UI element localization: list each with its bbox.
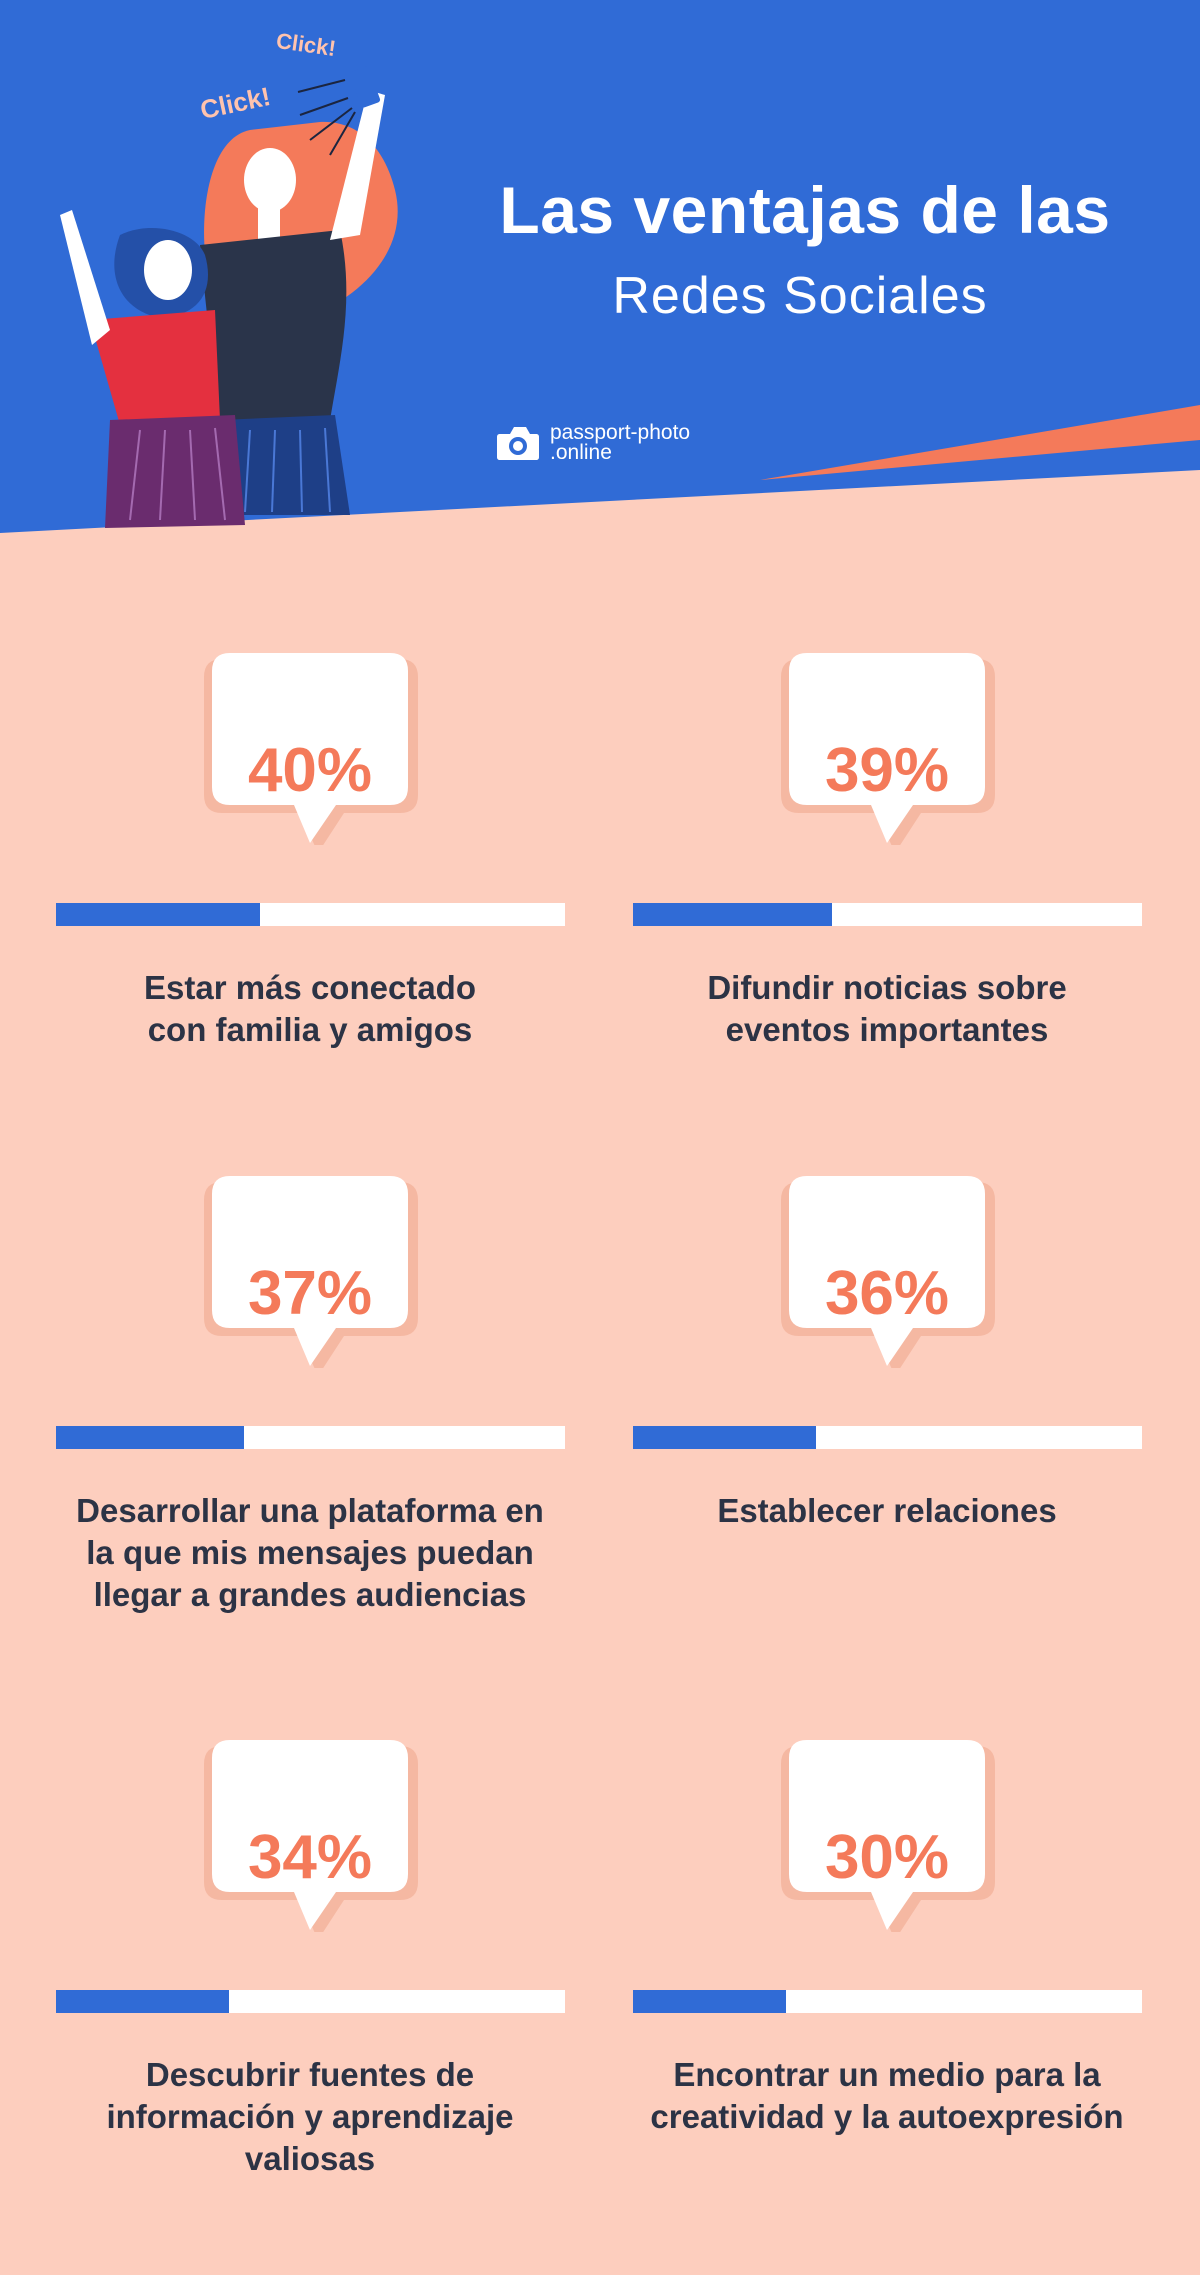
stat-label-line: valiosas [244,2140,376,2177]
speech-bubble [577,1168,1137,1368]
progress-track [633,1426,1142,1449]
stat-label: Encontrar un medio para la creatividad y … [577,2054,1197,2138]
stat-percent: 30% [824,1823,950,1892]
progress-fill [56,903,260,926]
camera-icon [497,427,539,460]
progress-fill [633,1426,817,1449]
brand-domain: .online [550,441,612,464]
stat-label: Descubrir fuentes de información y aprend… [0,2054,620,2180]
speech-bubble [0,1168,560,1368]
stat-label: Estar más conectado con familia y amigos [0,967,620,1051]
header-background [0,0,1200,533]
progress-track [56,903,565,926]
stat-label-line: eventos importantes [725,1011,1049,1048]
stat-label: Difundir noticias sobre eventos important… [577,967,1197,1051]
stat-label-line: con familia y amigos [147,1011,473,1048]
stat-label-line: la que mis mensajes puedan [86,1534,534,1571]
stat-label-line: Difundir noticias sobre [707,969,1067,1006]
stat-card: 39% Difundir noticias sobre eventos import… [577,645,1142,1085]
speech-bubble [0,1732,560,1932]
stat-card: 30% Encontrar un medio para la creatividad… [577,1732,1142,2172]
stat-percent: 34% [247,1823,373,1892]
stat-label-line: Descubrir fuentes de [145,2056,475,2093]
stat-card: 40% Estar más conectado con familia y amig… [0,645,565,1085]
stat-percent: 40% [247,736,373,805]
stat-label-line: Encontrar un medio para la [673,2056,1101,2093]
progress-fill [56,1990,230,2013]
stat-label: Desarrollar una plataforma en la que mis … [0,1490,620,1616]
stat-card: 37% Desarrollar una plataforma en la que m… [0,1168,565,1613]
stat-label-line: llegar a grandes audiencias [93,1576,527,1613]
speech-bubble [577,645,1137,845]
stat-percent: 37% [247,1259,373,1328]
stat-percent: 39% [824,736,950,805]
stats-grid: 40% Estar más conectado con familia y amig… [0,600,1200,2220]
progress-track [633,903,1142,926]
stat-label-line: creatividad y la autoexpresión [650,2098,1124,2135]
progress-track [56,1426,565,1449]
selfie-illustration [60,66,398,528]
stat-label-line: Establecer relaciones [717,1492,1057,1529]
progress-fill [633,1990,786,2013]
progress-fill [56,1426,245,1449]
stat-card: 36% Establecer relaciones [577,1168,1142,1608]
speech-bubble [577,1732,1137,1932]
stat-label-line: información y aprendizaje [106,2098,514,2135]
stat-percent: 36% [824,1259,950,1328]
stat-card: 34% Descubrir fuentes de información y apr… [0,1732,565,2177]
progress-track [633,1990,1142,2013]
page-subtitle: Redes Sociales [612,267,988,325]
page-title: Las ventajas de las [499,173,1111,247]
brand-logo: passport-photo .online [496,418,736,468]
speech-bubble [0,645,560,845]
stat-label: Establecer relaciones [577,1490,1197,1532]
stat-label-line: Estar más conectado [144,969,476,1006]
progress-fill [633,903,832,926]
stat-label-line: Desarrollar una plataforma en [76,1492,544,1529]
progress-track [56,1990,565,2013]
brand-name: passport-photo [550,421,691,444]
header-banner: Click! Click! Las ventajas de las Redes … [0,0,1200,540]
